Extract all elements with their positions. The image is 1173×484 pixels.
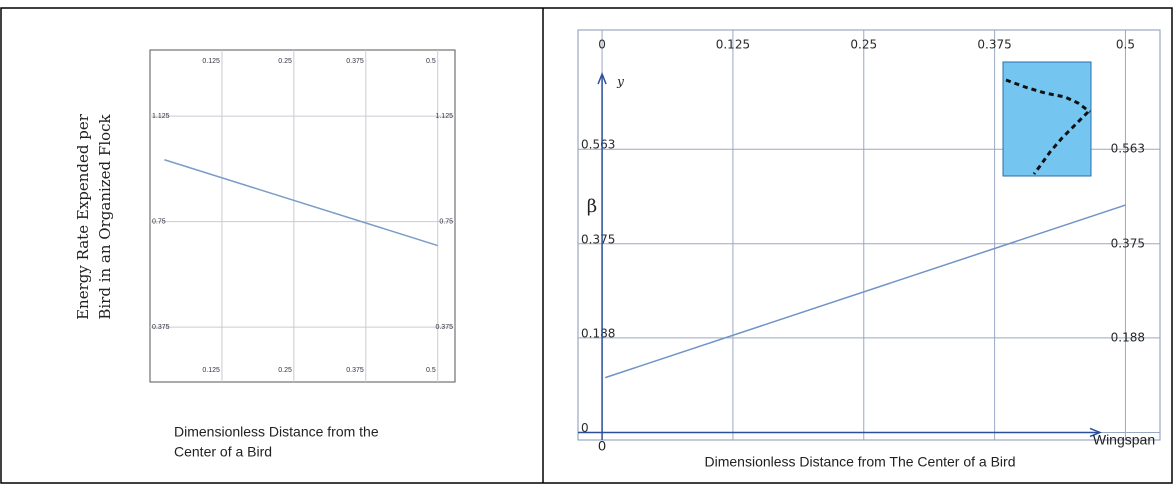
y-tick-label: 0.563	[1111, 142, 1145, 156]
x-tick-label: 0.125	[202, 58, 220, 65]
x-axis-label: Dimensionless Distance from the	[174, 424, 379, 440]
x-axis-label: Center of a Bird	[174, 444, 272, 460]
y-tick-label: 0.188	[1111, 330, 1145, 344]
y-tick-label: 0	[581, 421, 589, 435]
figure-border	[0, 7, 1173, 484]
y-tick-label: 0.188	[581, 326, 615, 340]
x-tick-label: 0.375	[346, 367, 364, 374]
x-tick-label: 0.5	[426, 367, 436, 374]
bird-inset	[1002, 61, 1092, 177]
x-axis-label: Dimensionless Distance from The Center o…	[705, 454, 1016, 470]
inset-background	[1002, 61, 1092, 177]
plot-frame	[149, 49, 456, 383]
data-line	[164, 159, 438, 247]
y-tick-label: 0.375	[581, 232, 615, 246]
y-axis-label: Bird in an Organized Flock	[96, 113, 114, 319]
x-tick-label: 0.25	[278, 367, 292, 374]
x-tick-label: 0	[598, 38, 606, 52]
y-tick-label: 0.75	[152, 218, 166, 225]
y-axis-label: Energy Rate Expended per	[74, 113, 92, 320]
y-tick-label: 0.375	[435, 324, 453, 331]
y-tick-label: 1.125	[435, 113, 453, 120]
data-line	[604, 204, 1126, 379]
y-axis-label: β	[587, 196, 597, 217]
y-tick-label: 0.375	[152, 324, 170, 331]
x-tick-label: 0.375	[346, 58, 364, 65]
x-tick-label: 0.375	[977, 38, 1011, 52]
x-tick-label: 0.125	[202, 367, 220, 374]
x-tick-label: 0.5	[426, 58, 436, 65]
y-axis-arrowhead	[597, 71, 607, 85]
y-axis-name: y	[616, 75, 624, 89]
x-axis-arrowhead	[1089, 427, 1103, 438]
inset-birds	[1005, 78, 1091, 175]
y-tick-label: 0.563	[581, 138, 615, 152]
x-tick-label: 0.5	[1116, 38, 1135, 52]
plot-frame	[577, 29, 1161, 441]
x-tick-label: 0.25	[850, 38, 877, 52]
x-axis-name: Wingspan	[1093, 432, 1155, 448]
x-tick-label: 0.125	[716, 38, 750, 52]
y-tick-label: 0.375	[1111, 236, 1145, 250]
y-tick-label: 1.125	[152, 113, 170, 120]
x-tick-label: 0	[598, 438, 606, 454]
x-tick-label: 0.25	[278, 58, 292, 65]
y-tick-label: 0.75	[439, 218, 453, 225]
